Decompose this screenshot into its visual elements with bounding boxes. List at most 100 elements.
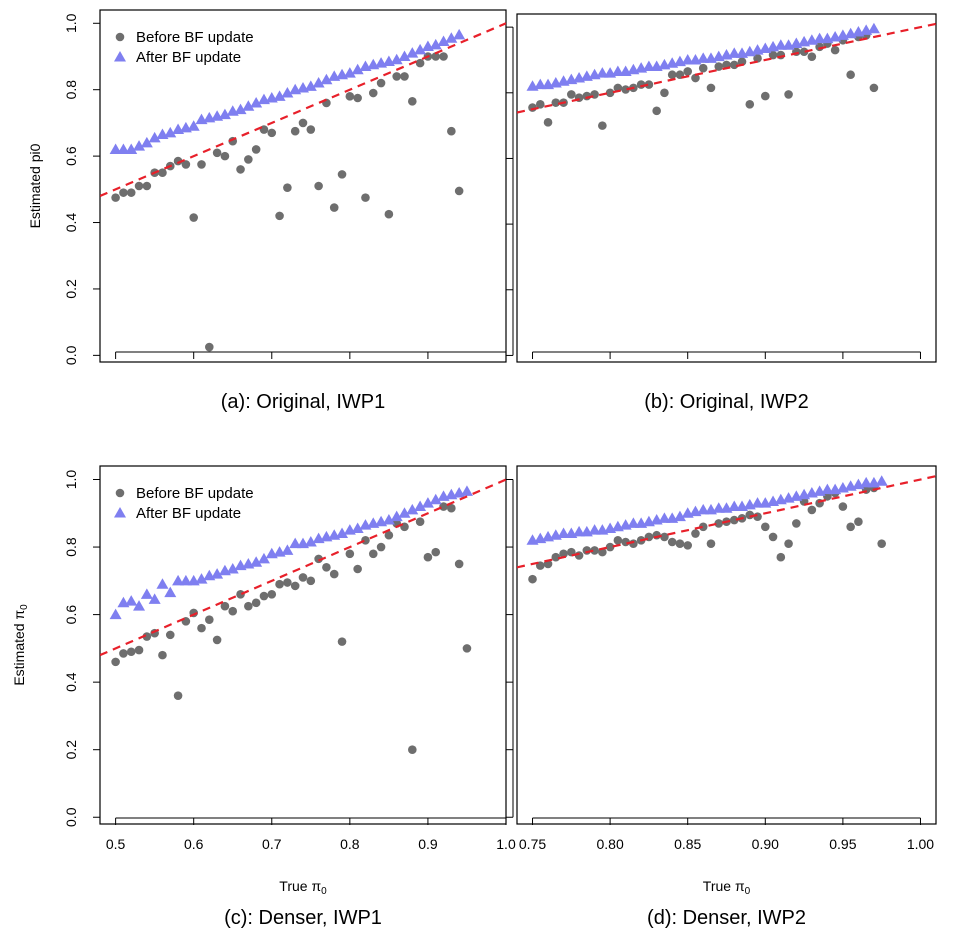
data-point [698,522,708,532]
data-point [867,22,880,34]
y-axis [506,26,514,356]
data-point [821,483,834,495]
data-point [179,574,192,586]
data-point [621,85,630,94]
reference-line [100,478,506,657]
data-point [706,83,716,93]
data-point [234,103,247,115]
data-point [642,60,655,72]
data-point [406,503,419,515]
data-point [712,502,725,513]
legend-marker [114,507,126,518]
data-point [605,542,615,552]
data-point [877,539,886,548]
y-tick-label: 0.8 [63,80,79,100]
data-point [799,47,809,57]
data-point [439,52,448,61]
data-point [611,65,624,76]
x-tick-label: 0.75 [519,836,546,852]
y-axis-title: Estimated pi0 [27,143,43,228]
data-point [329,203,339,212]
data-point [398,50,411,61]
data-point [613,536,623,545]
data-point [312,77,325,88]
data-point [111,657,120,667]
data-point [447,503,456,513]
x-tick-label: 0.90 [752,836,779,852]
data-point [211,568,224,579]
reference-line [100,22,506,197]
data-point [784,539,793,548]
series-before-bf-update [111,52,464,352]
data-point [267,128,277,138]
x-axis: 0.5 0.6 0.7 0.8 0.9 1.0 [106,817,516,852]
data-point [445,32,458,43]
plot-frame [516,13,937,363]
data-point [172,574,185,586]
data-point [111,193,120,202]
data-point [588,524,601,535]
data-point [165,630,175,640]
data-point [134,645,144,655]
panel-caption: (d): Denser, IWP2 [647,907,806,929]
x-tick-label: 1.0 [496,836,516,852]
data-point [353,93,362,103]
series-before-bf-update [111,502,472,754]
x-tick-label: 0.6 [184,836,204,852]
data-point [304,535,317,547]
data-point [447,126,456,136]
data-point [314,554,323,564]
data-point [384,209,394,219]
data-point [236,165,245,174]
data-point [259,591,269,601]
data-point [667,537,677,547]
data-point [681,53,694,65]
series-after-bf-update [526,475,888,545]
chart-panel-0: 0.0 0.2 0.4 0.6 0.8 1.0 Estimated pi0 Before BF… [27,9,507,413]
data-point [751,497,764,508]
data-point [415,517,425,527]
data-point [173,691,183,700]
panel-caption: (b): Original, IWP2 [644,391,808,413]
data-point [460,485,473,496]
data-point [125,595,138,606]
data-point [320,73,333,85]
y-tick-label: 0.6 [63,146,79,166]
legend-label: After BF update [136,49,241,66]
y-tick-label: 1.0 [63,13,79,33]
data-point [236,590,245,599]
data-point [119,188,128,197]
data-point [729,515,739,525]
data-point [244,601,253,611]
data-point [854,517,863,527]
data-point [414,500,427,512]
y-tick-label: 0.2 [63,279,79,299]
data-point [250,96,263,108]
data-point [390,510,403,522]
data-point [376,542,386,552]
data-point [133,140,146,151]
data-point [281,87,294,98]
data-point [164,586,177,598]
reference-line [517,22,936,114]
data-point [109,143,122,154]
data-point [431,52,441,61]
data-point [314,181,323,191]
data-point [869,83,879,93]
data-point [760,91,770,101]
plot-frame [516,465,937,825]
data-point [557,527,570,539]
y-axis: 0.0 0.2 0.4 0.6 0.8 1.0 [63,13,101,365]
data-point [337,170,347,179]
data-point [226,563,239,574]
data-point [437,35,450,47]
data-point [745,99,755,109]
legend-marker [115,32,125,42]
chart-panel-3: 0.75 0.80 0.85 0.90 0.95 1.00 True π0 (d): Dens… [506,465,937,929]
data-point [351,63,364,75]
data-point [414,43,427,55]
data-point [429,38,442,50]
data-point [361,193,370,202]
data-point [197,623,206,633]
data-point [345,92,355,101]
